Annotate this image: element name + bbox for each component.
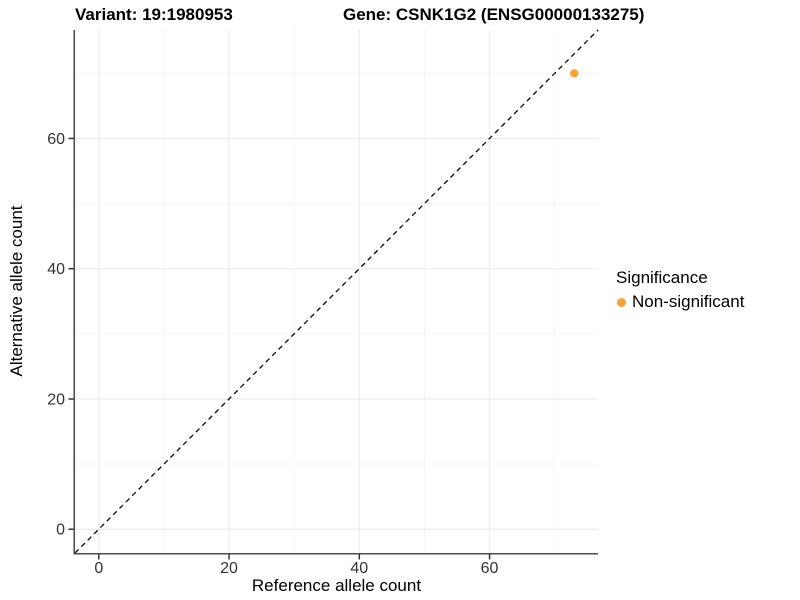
legend: Significance Non-significant — [616, 268, 744, 312]
plot-title-variant: Variant: 19:1980953 — [75, 5, 233, 24]
x-axis-title: Reference allele count — [251, 576, 422, 595]
x-tick-label: 20 — [220, 560, 238, 577]
y-tick-label: 40 — [47, 261, 65, 278]
data-point — [570, 69, 579, 78]
x-tick-label: 60 — [481, 560, 499, 577]
legend-item: Non-significant — [616, 292, 744, 312]
y-tick-label: 0 — [56, 522, 65, 539]
plot-title-gene: Gene: CSNK1G2 (ENSG00000133275) — [343, 5, 645, 24]
x-tick-label: 40 — [350, 560, 368, 577]
identity-line — [74, 29, 599, 554]
legend-item-label: Non-significant — [632, 292, 745, 311]
legend-point-icon — [617, 297, 626, 307]
y-tick-label: 20 — [47, 391, 65, 408]
x-tick-label: 0 — [94, 560, 103, 577]
legend-title: Significance — [616, 268, 708, 287]
y-axis-title: Alternative allele count — [7, 205, 26, 377]
y-tick-label: 60 — [47, 131, 65, 148]
